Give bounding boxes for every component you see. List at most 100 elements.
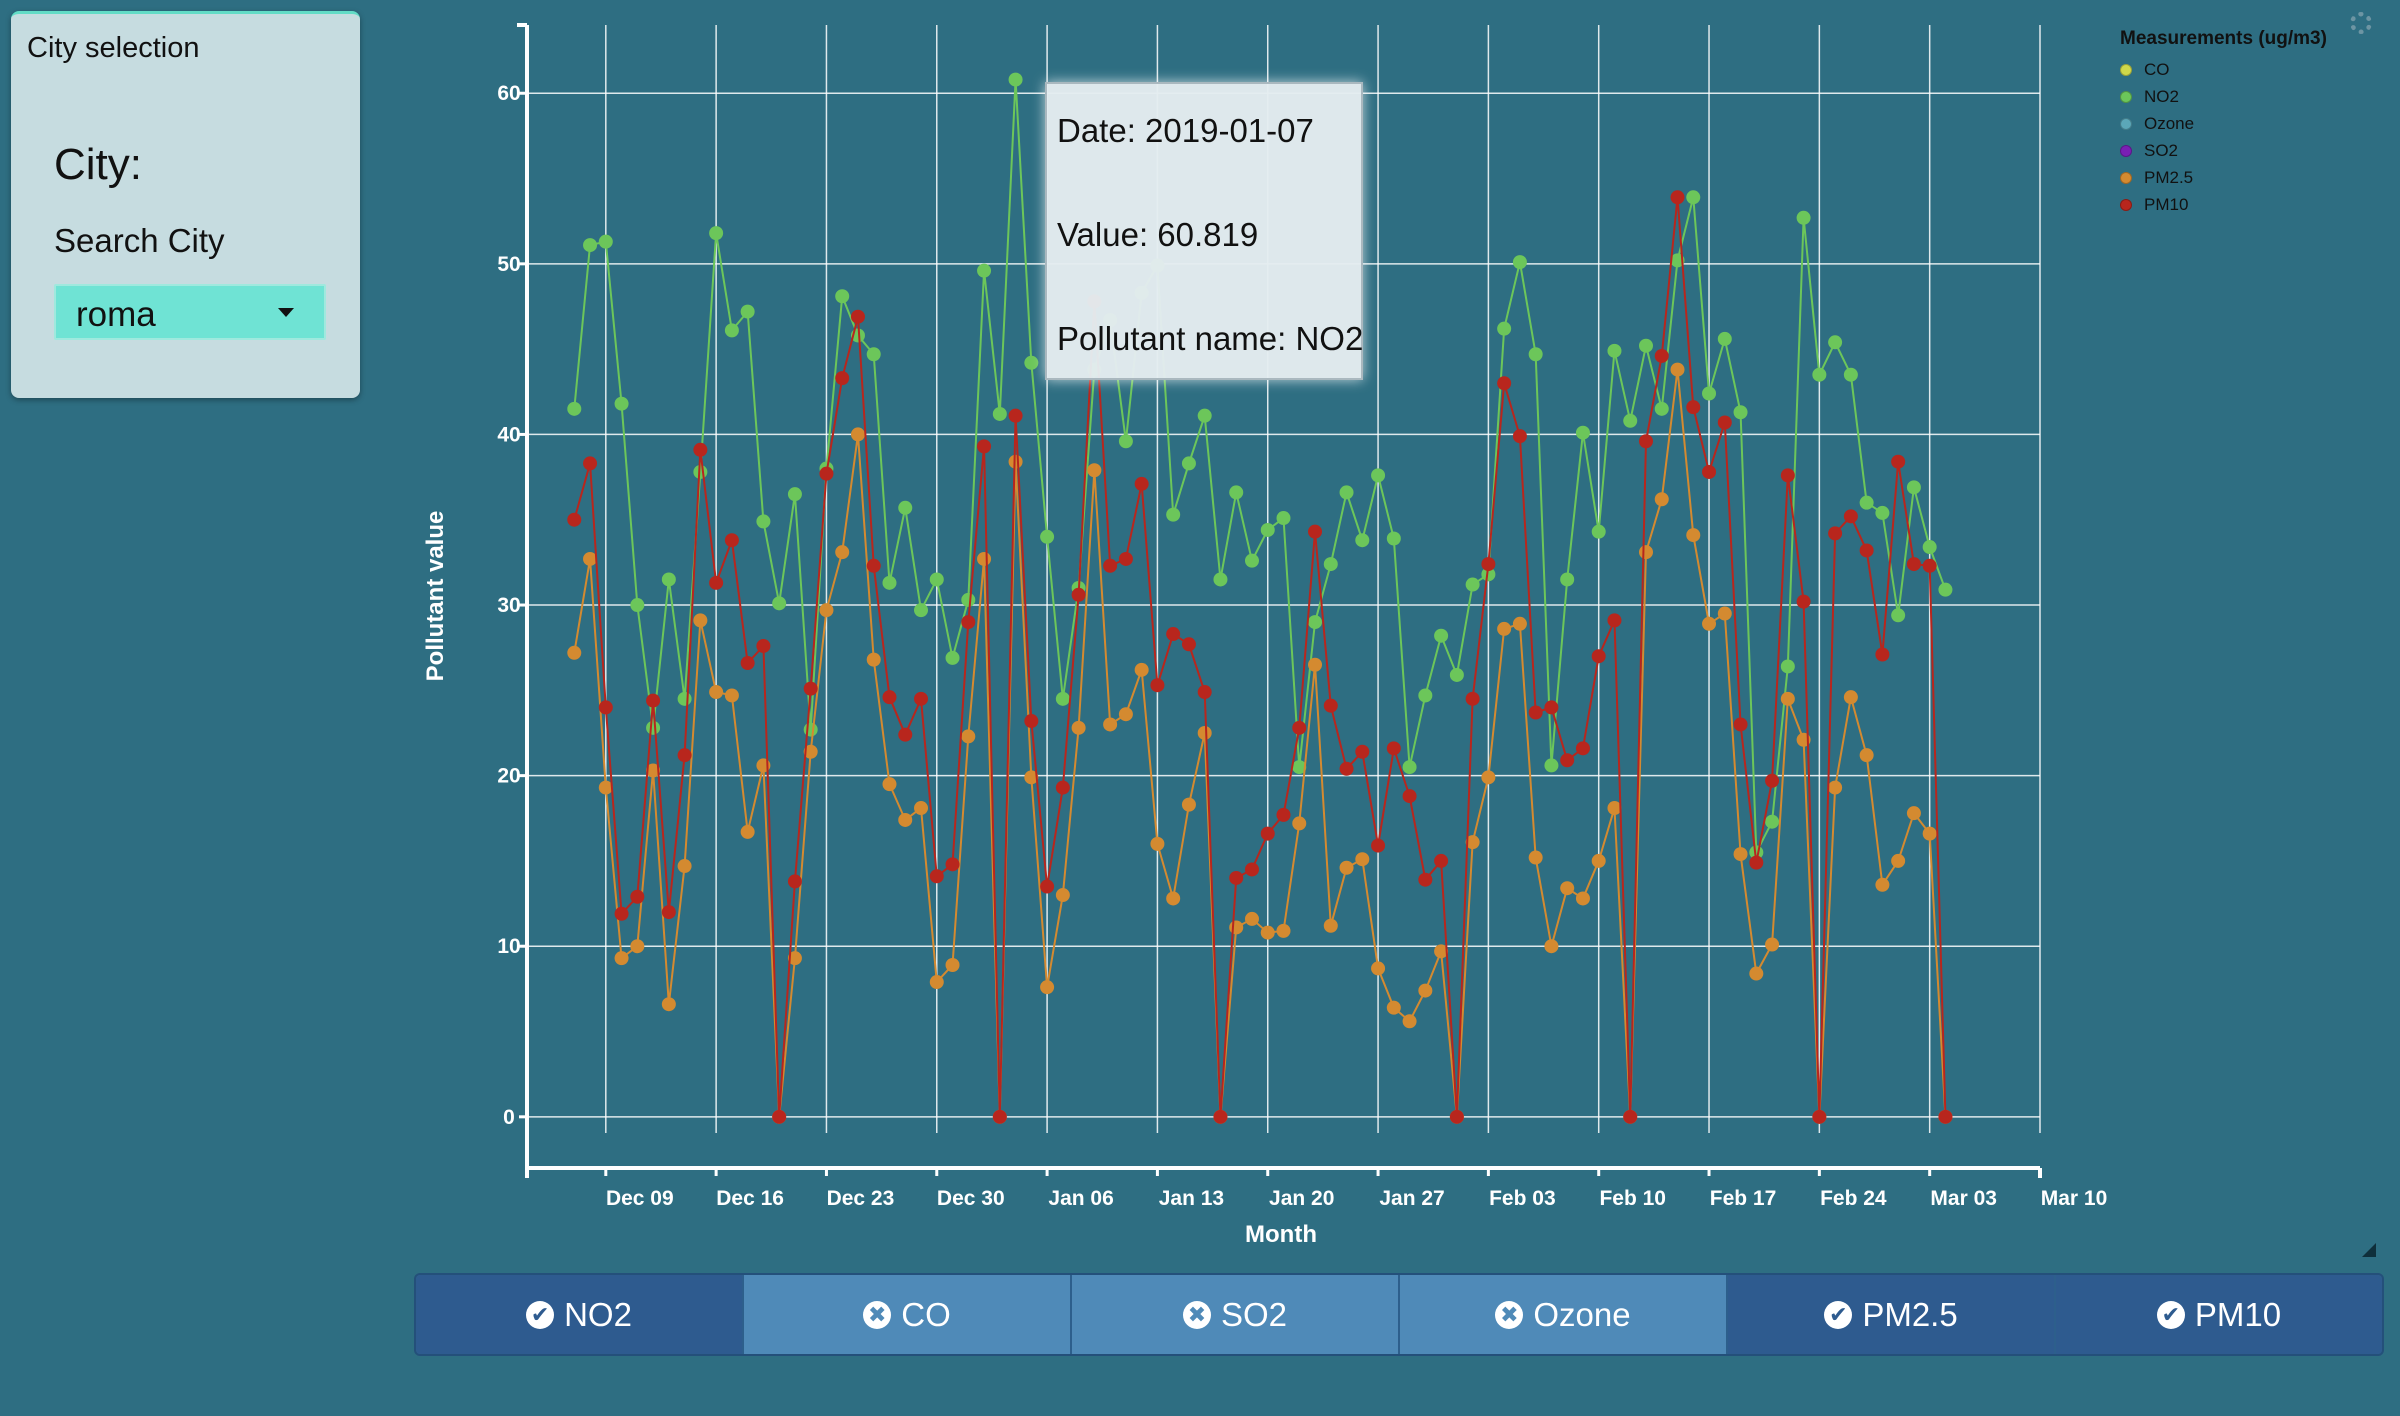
data-point-pm10 bbox=[1008, 408, 1023, 423]
data-point-pm25 bbox=[1481, 770, 1496, 785]
data-point-no2 bbox=[1733, 405, 1748, 420]
data-point-no2 bbox=[803, 722, 818, 737]
data-point-pm10 bbox=[1465, 691, 1480, 706]
toggle-button-co[interactable]: ✖ CO bbox=[744, 1275, 1072, 1354]
data-point-pm25 bbox=[1024, 770, 1039, 785]
legend-dot-icon bbox=[2120, 90, 2132, 103]
data-point-pm25 bbox=[1733, 847, 1748, 862]
data-point-no2 bbox=[1891, 608, 1906, 623]
data-point-no2 bbox=[1497, 321, 1512, 336]
legend-item-pm25[interactable]: PM2.5 bbox=[2120, 164, 2327, 191]
data-point-pm25 bbox=[977, 551, 992, 566]
data-point-no2 bbox=[992, 406, 1007, 421]
data-point-pm25 bbox=[1922, 826, 1937, 841]
city-dropdown[interactable]: roma bbox=[54, 284, 326, 340]
city-selection-panel: City selection City: Search City roma bbox=[11, 11, 360, 398]
data-point-pm10 bbox=[1638, 434, 1653, 449]
pollutant-chart: Dec 09 Dec 16 Dec 23 Dec 30 Jan 06 Jan 13 Jan … bbox=[422, 23, 2107, 1248]
gear-icon[interactable] bbox=[2350, 12, 2372, 34]
data-point-pm10 bbox=[1575, 741, 1590, 756]
data-point-no2 bbox=[1922, 540, 1937, 555]
y-tick-label: 60 bbox=[497, 82, 520, 105]
x-tick-label: Jan 27 bbox=[1379, 1187, 1444, 1210]
legend-item-ozone[interactable]: Ozone bbox=[2120, 110, 2327, 137]
data-point-pm25 bbox=[1497, 621, 1512, 636]
data-point-pm25 bbox=[929, 975, 944, 990]
data-point-pm10 bbox=[630, 889, 645, 904]
legend-item-no2[interactable]: NO2 bbox=[2120, 83, 2327, 110]
data-point-pm25 bbox=[1575, 891, 1590, 906]
data-point-pm10 bbox=[1938, 1109, 1953, 1124]
data-point-no2 bbox=[646, 720, 661, 735]
legend-item-pm10[interactable]: PM10 bbox=[2120, 191, 2327, 218]
data-point-pm10 bbox=[1812, 1109, 1827, 1124]
data-point-no2 bbox=[1906, 480, 1921, 495]
data-point-pm25 bbox=[1150, 836, 1165, 851]
legend-item-co[interactable]: CO bbox=[2120, 56, 2327, 83]
data-point-pm25 bbox=[1244, 911, 1259, 926]
legend-item-so2[interactable]: SO2 bbox=[2120, 137, 2327, 164]
data-point-pm10 bbox=[1103, 558, 1118, 573]
data-point-no2 bbox=[1229, 485, 1244, 500]
legend-dot-icon bbox=[2120, 198, 2132, 211]
data-point-no2 bbox=[1197, 408, 1212, 423]
city-label: City: bbox=[54, 140, 142, 189]
data-point-no2 bbox=[1702, 386, 1717, 401]
data-point-pm10 bbox=[1355, 744, 1370, 759]
data-point-no2 bbox=[1796, 210, 1811, 225]
toggle-button-pm25[interactable]: ✔ PM2.5 bbox=[1728, 1275, 2056, 1354]
x-tick-label: Jan 20 bbox=[1269, 1187, 1334, 1210]
data-point-pm25 bbox=[850, 427, 865, 442]
data-point-pm25 bbox=[646, 763, 661, 778]
data-point-pm10 bbox=[693, 442, 708, 457]
data-point-pm25 bbox=[1087, 463, 1102, 478]
data-point-pm10 bbox=[1702, 464, 1717, 479]
data-point-pm25 bbox=[1260, 925, 1275, 940]
x-tick-label: Dec 23 bbox=[827, 1187, 895, 1210]
data-point-pm10 bbox=[1449, 1109, 1464, 1124]
data-point-no2 bbox=[945, 650, 960, 665]
data-point-pm10 bbox=[724, 533, 739, 548]
data-point-no2 bbox=[1323, 557, 1338, 572]
x-icon: ✖ bbox=[1495, 1300, 1524, 1329]
data-point-pm25 bbox=[1717, 606, 1732, 621]
data-point-pm10 bbox=[1765, 773, 1780, 788]
data-point-pm25 bbox=[1843, 690, 1858, 705]
y-tick-label: 50 bbox=[497, 253, 520, 276]
data-point-pm10 bbox=[1481, 557, 1496, 572]
data-point-pm10 bbox=[1544, 700, 1559, 715]
data-point-no2 bbox=[1560, 572, 1575, 587]
data-point-pm25 bbox=[693, 613, 708, 628]
legend-label: SO2 bbox=[2144, 140, 2179, 160]
data-point-pm25 bbox=[1071, 720, 1086, 735]
data-point-pm10 bbox=[1308, 524, 1323, 539]
legend-dot-icon bbox=[2120, 144, 2132, 157]
data-point-pm25 bbox=[1040, 980, 1055, 995]
data-point-pm25 bbox=[1638, 545, 1653, 560]
data-point-pm10 bbox=[1922, 558, 1937, 573]
data-point-pm10 bbox=[1055, 780, 1070, 795]
legend-label: PM10 bbox=[2144, 194, 2189, 214]
data-point-pm25 bbox=[1702, 616, 1717, 631]
data-point-pm10 bbox=[1686, 400, 1701, 415]
data-point-pm25 bbox=[866, 652, 881, 667]
x-tick-label: Dec 16 bbox=[716, 1187, 784, 1210]
data-point-pm25 bbox=[567, 645, 582, 660]
data-point-no2 bbox=[598, 234, 613, 249]
data-point-no2 bbox=[1181, 456, 1196, 471]
data-point-pm25 bbox=[583, 551, 598, 566]
toggle-button-so2[interactable]: ✖ SO2 bbox=[1072, 1275, 1400, 1354]
resize-handle-icon[interactable] bbox=[2362, 1243, 2376, 1257]
toggle-button-pm10[interactable]: ✔ PM10 bbox=[2056, 1275, 2382, 1354]
data-point-pm25 bbox=[1528, 850, 1543, 865]
toggle-button-no2[interactable]: ✔ NO2 bbox=[416, 1275, 744, 1354]
data-point-pm10 bbox=[1591, 649, 1606, 664]
data-point-pm25 bbox=[614, 951, 629, 966]
toggle-button-ozone[interactable]: ✖ Ozone bbox=[1400, 1275, 1728, 1354]
data-point-no2 bbox=[1481, 567, 1496, 582]
tooltip-value: Value: 60.819 bbox=[1057, 216, 1259, 253]
data-point-pm25 bbox=[1118, 707, 1133, 722]
data-point-no2 bbox=[1638, 338, 1653, 353]
data-point-pm10 bbox=[898, 727, 913, 742]
data-point-pm10 bbox=[850, 309, 865, 324]
